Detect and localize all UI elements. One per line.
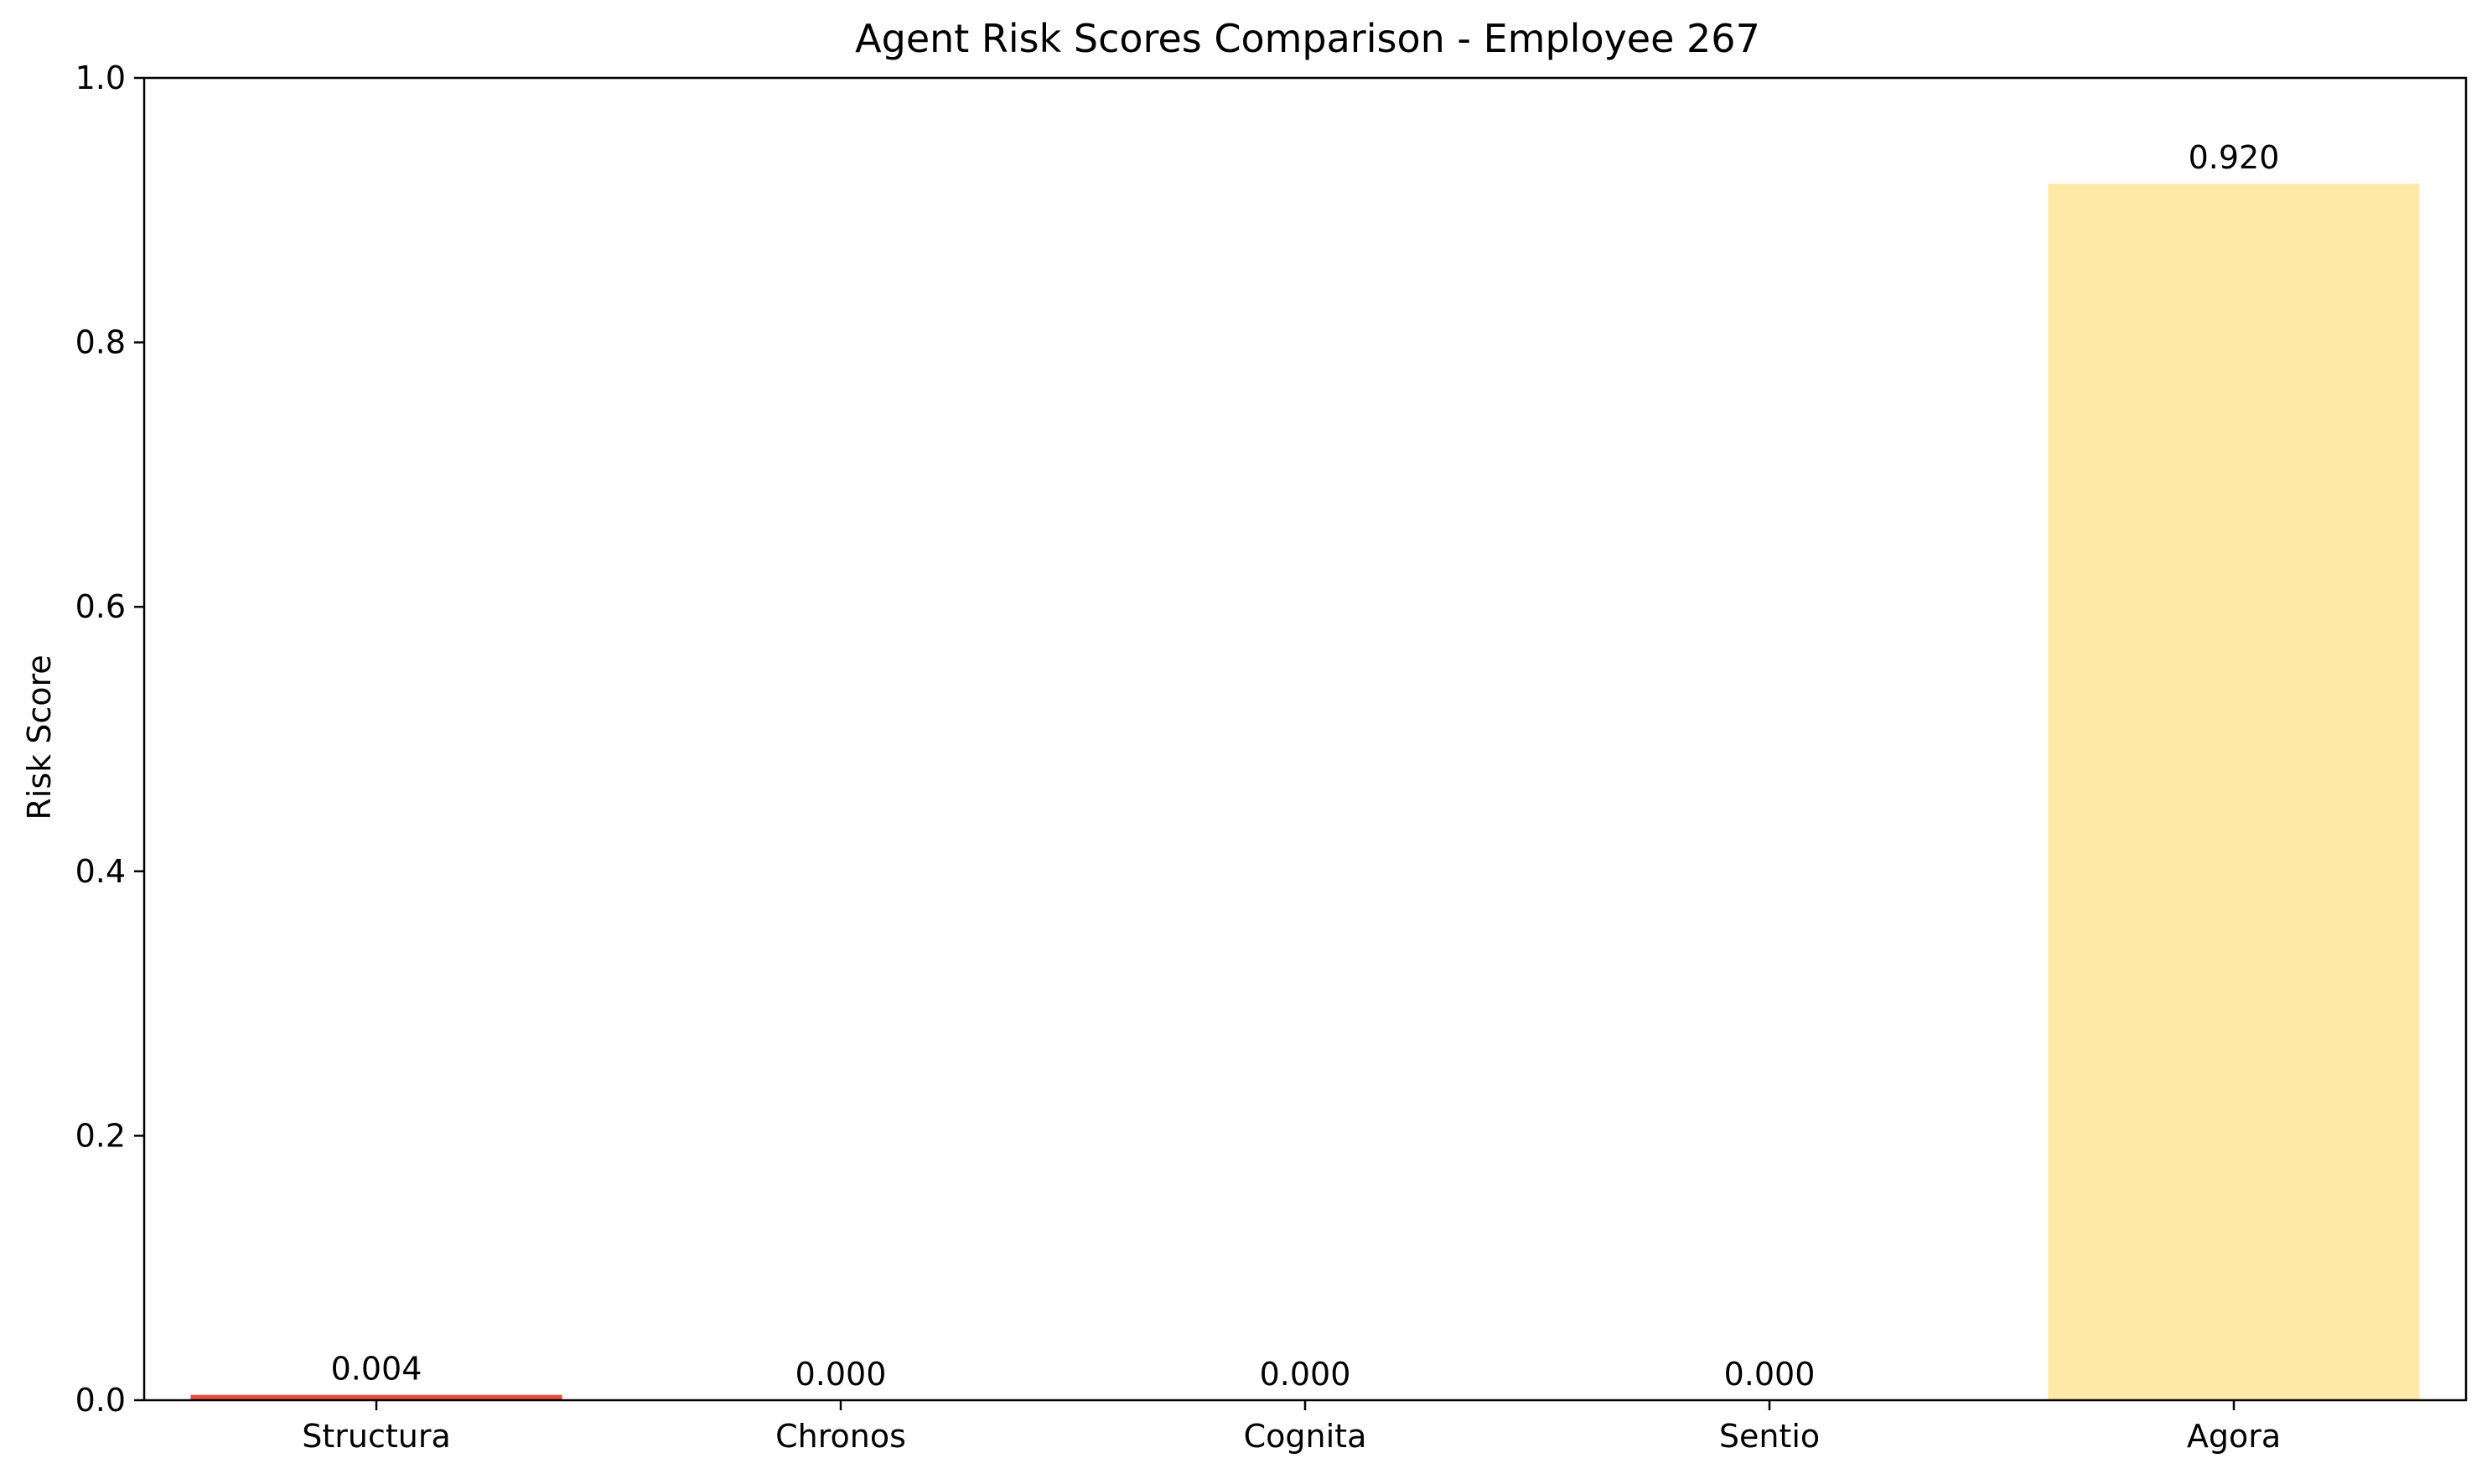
chart-title: Agent Risk Scores Comparison - Employee … xyxy=(855,16,1760,61)
plot-area-frame xyxy=(142,76,2468,1402)
y-tick-label: 1.0 xyxy=(75,59,126,96)
y-tick-label: 0.0 xyxy=(75,1382,126,1419)
bar-agora xyxy=(2048,184,2420,1401)
x-tick-label-agora: Agora xyxy=(2187,1418,2281,1455)
y-axis-ticks: 0.0 0.2 0.4 0.6 0.8 1.0 xyxy=(75,59,144,1419)
bar-value-label-sentio: 0.000 xyxy=(1724,1356,1816,1393)
bar-value-label-agora: 0.920 xyxy=(2189,139,2280,176)
x-axis-ticks: Structura Chronos Cognita Sentio Agora xyxy=(302,1400,2281,1455)
x-tick-label-chronos: Chronos xyxy=(775,1418,906,1455)
bar-value-label-cognita: 0.000 xyxy=(1260,1356,1351,1393)
x-tick-label-structura: Structura xyxy=(302,1418,451,1455)
bar-value-label-structura: 0.004 xyxy=(331,1351,422,1388)
x-tick-label-cognita: Cognita xyxy=(1244,1418,1367,1455)
y-tick-label: 0.4 xyxy=(75,853,126,890)
y-tick-label: 0.6 xyxy=(75,588,126,625)
bar-value-labels: 0.004 0.000 0.000 0.000 0.920 xyxy=(331,139,2280,1393)
bars-group xyxy=(190,184,2420,1401)
bar-structura xyxy=(190,1394,562,1400)
bar-value-label-chronos: 0.000 xyxy=(795,1356,887,1393)
x-tick-label-sentio: Sentio xyxy=(1719,1418,1820,1455)
y-tick-label: 0.2 xyxy=(75,1117,126,1154)
y-axis-label: Risk Score xyxy=(21,654,58,820)
y-tick-label: 0.8 xyxy=(75,324,126,361)
